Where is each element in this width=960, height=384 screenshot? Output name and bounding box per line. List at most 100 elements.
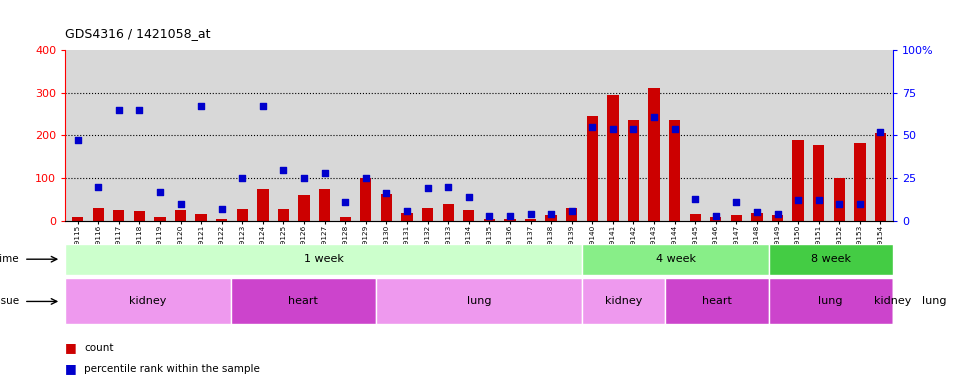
Bar xyxy=(583,244,769,275)
Point xyxy=(770,211,785,217)
Bar xyxy=(360,178,372,221)
Bar xyxy=(769,244,893,275)
Bar xyxy=(752,213,762,221)
Bar xyxy=(277,209,289,221)
Bar xyxy=(113,210,125,221)
Point xyxy=(790,197,805,204)
Bar xyxy=(566,208,577,221)
Bar xyxy=(401,213,413,221)
Text: ■: ■ xyxy=(65,341,77,354)
Bar xyxy=(196,214,206,221)
Bar xyxy=(813,145,825,221)
Point xyxy=(90,184,106,190)
Point xyxy=(358,175,373,181)
Bar xyxy=(72,217,84,221)
Text: kidney: kidney xyxy=(875,296,911,306)
Bar xyxy=(299,195,310,221)
Bar xyxy=(133,212,145,221)
Point xyxy=(729,199,744,205)
Bar xyxy=(421,208,433,221)
Point xyxy=(749,209,764,215)
Text: lung: lung xyxy=(819,296,843,306)
Text: ■: ■ xyxy=(65,362,77,375)
Point xyxy=(646,114,661,120)
Bar xyxy=(504,218,516,221)
Point xyxy=(234,175,250,181)
Bar xyxy=(833,178,845,221)
Point xyxy=(214,206,229,212)
Point xyxy=(502,213,517,219)
Bar xyxy=(583,278,665,324)
Bar xyxy=(792,140,804,221)
Point xyxy=(173,201,188,207)
Point xyxy=(543,211,559,217)
Text: GDS4316 / 1421058_at: GDS4316 / 1421058_at xyxy=(65,27,211,40)
Bar xyxy=(484,219,495,221)
Bar xyxy=(628,121,639,221)
Bar xyxy=(319,189,330,221)
Bar xyxy=(525,218,537,221)
Bar xyxy=(65,278,230,324)
Point xyxy=(667,126,683,132)
Bar xyxy=(155,217,166,221)
Point xyxy=(605,126,620,132)
Bar xyxy=(545,215,557,221)
Point xyxy=(132,107,147,113)
Point xyxy=(564,207,579,214)
Point xyxy=(852,201,868,207)
Bar xyxy=(340,217,351,221)
Bar xyxy=(65,244,583,275)
Point xyxy=(831,201,847,207)
Bar xyxy=(669,121,681,221)
Point xyxy=(153,189,168,195)
Point xyxy=(255,103,271,109)
Text: heart: heart xyxy=(288,296,318,306)
Point xyxy=(523,211,539,217)
Text: percentile rank within the sample: percentile rank within the sample xyxy=(84,364,260,374)
Point xyxy=(70,137,85,144)
Bar xyxy=(443,204,454,221)
Bar xyxy=(893,278,960,324)
Bar xyxy=(92,208,104,221)
Bar xyxy=(375,278,583,324)
Point xyxy=(399,207,415,214)
Point xyxy=(317,170,332,176)
Bar xyxy=(875,133,886,221)
Point xyxy=(111,107,127,113)
Point xyxy=(482,213,497,219)
Text: 1 week: 1 week xyxy=(304,254,344,264)
Bar xyxy=(665,278,769,324)
Bar xyxy=(257,189,269,221)
Bar xyxy=(769,278,893,324)
Point xyxy=(626,126,641,132)
Bar xyxy=(731,215,742,221)
Text: kidney: kidney xyxy=(130,296,167,306)
Text: lung: lung xyxy=(922,296,947,306)
Text: lung: lung xyxy=(467,296,492,306)
Point xyxy=(708,213,724,219)
Text: tissue: tissue xyxy=(0,296,20,306)
Point xyxy=(194,103,209,109)
Bar xyxy=(237,209,248,221)
Point xyxy=(297,175,312,181)
Bar xyxy=(175,210,186,221)
Point xyxy=(338,199,353,205)
Point xyxy=(461,194,476,200)
Bar xyxy=(854,142,866,221)
Text: heart: heart xyxy=(702,296,732,306)
Bar xyxy=(230,278,375,324)
Bar xyxy=(648,88,660,221)
Point xyxy=(420,185,435,191)
Bar xyxy=(381,194,392,221)
Bar xyxy=(689,214,701,221)
Bar xyxy=(772,215,783,221)
Text: 4 week: 4 week xyxy=(656,254,696,264)
Bar xyxy=(607,95,618,221)
Text: time: time xyxy=(0,254,20,264)
Point xyxy=(873,129,888,135)
Text: count: count xyxy=(84,343,114,353)
Point xyxy=(276,167,291,173)
Point xyxy=(811,197,827,204)
Text: kidney: kidney xyxy=(605,296,642,306)
Text: 8 week: 8 week xyxy=(811,254,851,264)
